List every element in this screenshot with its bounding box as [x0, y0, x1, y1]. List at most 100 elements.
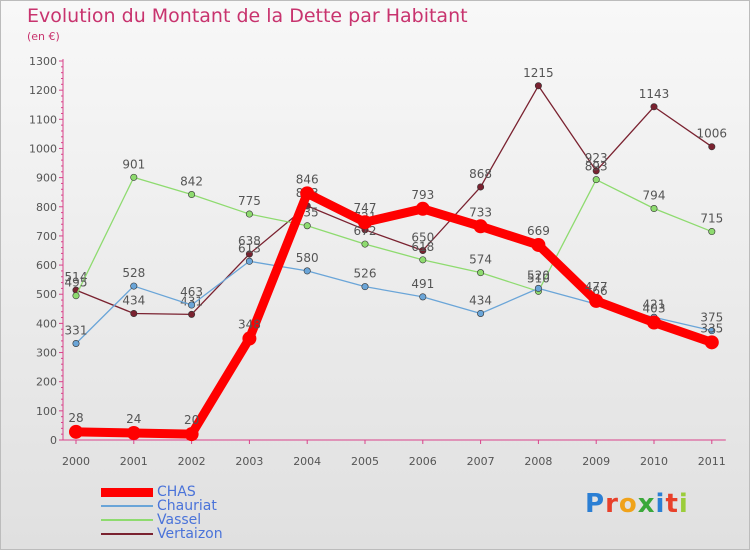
y-tick-label: 200: [36, 376, 57, 389]
data-point-chauriat: [708, 327, 716, 335]
data-label-chas: 747: [354, 201, 377, 215]
y-tick-label: 1000: [29, 142, 57, 155]
data-point-vassel: [72, 292, 80, 300]
data-label-vassel: 775: [238, 194, 261, 208]
legend-swatch-vassel: [101, 519, 153, 521]
data-point-vassel: [303, 222, 311, 230]
data-point-vassel: [708, 228, 716, 236]
data-label-vassel: 510: [527, 271, 550, 285]
data-label-vassel: 495: [65, 276, 88, 290]
y-tick-label: 700: [36, 230, 57, 243]
proxiti-logo: Proxiti: [585, 489, 689, 519]
data-point-chauriat: [188, 301, 196, 309]
legend-swatch-chauriat: [101, 505, 153, 507]
data-point-vertaizon: [245, 250, 253, 258]
data-point-chauriat: [477, 309, 485, 317]
data-point-vassel: [245, 210, 253, 218]
logo-letter: i: [655, 489, 666, 519]
y-tick-label: 300: [36, 347, 57, 360]
x-tick-label: 2006: [409, 455, 437, 468]
data-label-vassel: 715: [700, 212, 723, 226]
y-tick-label: 900: [36, 172, 57, 185]
data-label-chas: 335: [700, 321, 723, 335]
data-label-vertaizon: 1143: [639, 87, 670, 101]
data-point-chas: [184, 427, 199, 442]
y-tick-label: 1100: [29, 113, 57, 126]
data-label-chauriat: 375: [700, 311, 723, 325]
legend-swatch-vertaizon: [101, 533, 153, 535]
y-tick-label: 100: [36, 405, 57, 418]
legend-label-vertaizon: Vertaizon: [157, 526, 223, 542]
data-label-vassel: 901: [122, 157, 145, 171]
data-point-vassel: [419, 256, 427, 264]
data-point-chas: [69, 424, 83, 439]
data-point-vertaizon: [419, 247, 427, 255]
data-point-chauriat: [419, 293, 427, 301]
y-tick-label: 600: [36, 259, 57, 272]
logo-letter: t: [665, 489, 679, 519]
data-point-vertaizon: [650, 103, 658, 111]
data-point-vassel: [650, 205, 658, 213]
x-tick-label: 2008: [524, 455, 552, 468]
series-line-vassel: [75, 176, 713, 297]
series-line-chauriat: [75, 260, 713, 345]
data-point-chauriat: [534, 284, 542, 292]
data-label-chauriat: 613: [238, 241, 261, 255]
data-label-chas: 28: [68, 411, 83, 425]
legend-label-chas: CHAS: [157, 484, 196, 500]
data-point-vassel: [361, 240, 369, 248]
data-point-chas: [415, 201, 430, 216]
y-tick-label: 1300: [29, 55, 57, 68]
data-point-chauriat: [72, 340, 80, 348]
y-tick-label: 500: [36, 288, 57, 301]
data-label-chas: 348: [238, 318, 261, 332]
data-label-chauriat: 520: [527, 268, 550, 282]
data-label-chas: 846: [296, 172, 319, 186]
data-label-chauriat: 434: [469, 293, 492, 307]
data-label-vassel: 618: [411, 240, 434, 254]
x-tick-label: 2010: [640, 455, 668, 468]
y-tick-label: 1200: [29, 84, 57, 97]
legend-swatch-chas: [101, 487, 153, 497]
data-point-chas: [126, 426, 141, 441]
data-label-vertaizon: 1006: [697, 127, 728, 141]
data-label-vertaizon: 434: [122, 293, 145, 307]
logo-letter: r: [605, 489, 619, 519]
data-point-chas: [242, 331, 257, 346]
data-point-vassel: [130, 173, 138, 181]
series-line-vertaizon: [75, 85, 713, 315]
data-label-vertaizon: 868: [469, 167, 492, 181]
data-label-vassel: 574: [469, 253, 492, 267]
data-point-vertaizon: [708, 143, 716, 151]
logo-letter: P: [585, 489, 606, 519]
data-label-chauriat: 421: [643, 297, 666, 311]
chart-title: Evolution du Montant de la Dette par Hab…: [27, 5, 468, 27]
chart-unit: (en €): [27, 30, 60, 43]
data-point-chauriat: [245, 257, 253, 265]
data-label-vertaizon: 431: [180, 294, 203, 308]
y-tick-label: 0: [50, 434, 57, 447]
x-tick-label: 2011: [698, 455, 726, 468]
x-tick-label: 2009: [582, 455, 610, 468]
data-label-vassel: 893: [585, 160, 608, 174]
data-label-vassel: 794: [643, 189, 666, 203]
x-tick-label: 2000: [62, 455, 90, 468]
data-label-chas: 669: [527, 224, 550, 238]
data-point-vertaizon: [188, 310, 196, 318]
data-label-chas: 403: [643, 302, 666, 316]
logo-letter: o: [618, 489, 638, 519]
data-point-vertaizon: [477, 183, 485, 191]
data-label-chauriat: 331: [65, 324, 88, 338]
x-tick-label: 2007: [467, 455, 495, 468]
data-point-vassel: [188, 191, 196, 199]
legend-label-chauriat: Chauriat: [157, 498, 217, 514]
data-label-vertaizon: 923: [585, 151, 608, 165]
data-point-vertaizon: [130, 309, 138, 317]
x-tick-label: 2003: [235, 455, 263, 468]
data-label-vertaizon: 650: [411, 231, 434, 245]
x-tick-label: 2005: [351, 455, 379, 468]
legend-label-vassel: Vassel: [157, 512, 202, 528]
data-label-vassel: 672: [354, 224, 377, 238]
data-point-chauriat: [130, 282, 138, 290]
